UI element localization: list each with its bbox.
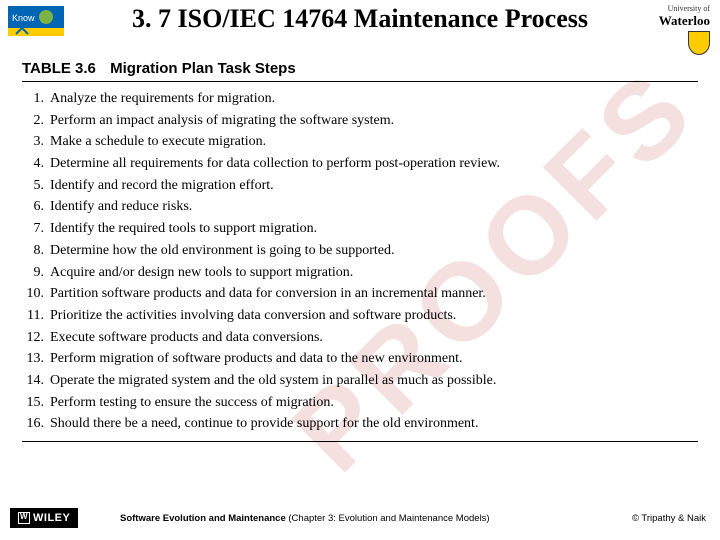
step-number: 12. bbox=[22, 327, 50, 349]
step-number: 4. bbox=[22, 153, 50, 175]
step-text: Acquire and/or design new tools to suppo… bbox=[50, 262, 353, 284]
publisher-name: WILEY bbox=[33, 512, 70, 524]
step-item: 2.Perform an impact analysis of migratin… bbox=[22, 110, 698, 132]
step-item: 3.Make a schedule to execute migration. bbox=[22, 131, 698, 153]
step-number: 16. bbox=[22, 413, 50, 435]
step-text: Analyze the requirements for migration. bbox=[50, 88, 275, 110]
book-title-bold: Software Evolution and Maintenance bbox=[120, 513, 286, 524]
step-text: Perform migration of software products a… bbox=[50, 348, 463, 370]
step-text: Partition software products and data for… bbox=[50, 283, 486, 305]
step-text: Make a schedule to execute migration. bbox=[50, 131, 266, 153]
step-text: Determine how the old environment is goi… bbox=[50, 240, 395, 262]
table-caption: Migration Plan Task Steps bbox=[110, 60, 296, 77]
step-item: 14.Operate the migrated system and the o… bbox=[22, 370, 698, 392]
step-number: 14. bbox=[22, 370, 50, 392]
step-item: 4.Determine all requirements for data co… bbox=[22, 153, 698, 175]
step-number: 11. bbox=[22, 305, 50, 327]
step-text: Identify and reduce risks. bbox=[50, 196, 192, 218]
step-number: 9. bbox=[22, 262, 50, 284]
slide-title: 3. 7 ISO/IEC 14764 Maintenance Process bbox=[132, 4, 588, 34]
step-item: 10.Partition software products and data … bbox=[22, 283, 698, 305]
step-item: 9.Acquire and/or design new tools to sup… bbox=[22, 262, 698, 284]
step-text: Execute software products and data conve… bbox=[50, 327, 323, 349]
copyright-text: © Tripathy & Naik bbox=[632, 513, 706, 524]
book-citation: Software Evolution and Maintenance (Chap… bbox=[120, 513, 490, 524]
step-item: 7.Identify the required tools to support… bbox=[22, 218, 698, 240]
step-number: 6. bbox=[22, 196, 50, 218]
step-number: 1. bbox=[22, 88, 50, 110]
step-text: Perform testing to ensure the success of… bbox=[50, 392, 334, 414]
svg-text:Know: Know bbox=[12, 13, 35, 23]
step-number: 5. bbox=[22, 175, 50, 197]
step-text: Should there be a need, continue to prov… bbox=[50, 413, 478, 435]
university-name: Waterloo bbox=[630, 13, 710, 29]
university-prefix: University of bbox=[630, 4, 710, 13]
step-item: 8.Determine how the old environment is g… bbox=[22, 240, 698, 262]
step-number: 15. bbox=[22, 392, 50, 414]
step-item: 6.Identify and reduce risks. bbox=[22, 196, 698, 218]
knowledge-logo-icon: Know bbox=[8, 6, 64, 42]
publisher-badge: WILEY bbox=[10, 508, 78, 528]
step-item: 5.Identify and record the migration effo… bbox=[22, 175, 698, 197]
step-item: 12.Execute software products and data co… bbox=[22, 327, 698, 349]
step-text: Prioritize the activities involving data… bbox=[50, 305, 456, 327]
step-text: Perform an impact analysis of migrating … bbox=[50, 110, 394, 132]
content-area: TABLE 3.6 Migration Plan Task Steps 1.An… bbox=[0, 50, 720, 442]
step-item: 16.Should there be a need, continue to p… bbox=[22, 413, 698, 435]
step-item: 1.Analyze the requirements for migration… bbox=[22, 88, 698, 110]
step-item: 15.Perform testing to ensure the success… bbox=[22, 392, 698, 414]
table-number: TABLE 3.6 bbox=[22, 60, 96, 77]
step-item: 11.Prioritize the activities involving d… bbox=[22, 305, 698, 327]
step-number: 7. bbox=[22, 218, 50, 240]
step-item: 13.Perform migration of software product… bbox=[22, 348, 698, 370]
step-number: 3. bbox=[22, 131, 50, 153]
step-number: 8. bbox=[22, 240, 50, 262]
step-text: Determine all requirements for data coll… bbox=[50, 153, 500, 175]
book-title-rest: (Chapter 3: Evolution and Maintenance Mo… bbox=[286, 513, 490, 524]
table-header: TABLE 3.6 Migration Plan Task Steps bbox=[22, 60, 698, 82]
steps-list: 1.Analyze the requirements for migration… bbox=[22, 84, 698, 442]
slide-footer: WILEY Software Evolution and Maintenance… bbox=[0, 498, 720, 528]
step-text: Operate the migrated system and the old … bbox=[50, 370, 496, 392]
step-number: 13. bbox=[22, 348, 50, 370]
step-number: 10. bbox=[22, 283, 50, 305]
step-text: Identify the required tools to support m… bbox=[50, 218, 317, 240]
step-number: 2. bbox=[22, 110, 50, 132]
step-text: Identify and record the migration effort… bbox=[50, 175, 274, 197]
slide-header: Know 3. 7 ISO/IEC 14764 Maintenance Proc… bbox=[0, 0, 720, 50]
publisher-icon bbox=[18, 512, 30, 524]
